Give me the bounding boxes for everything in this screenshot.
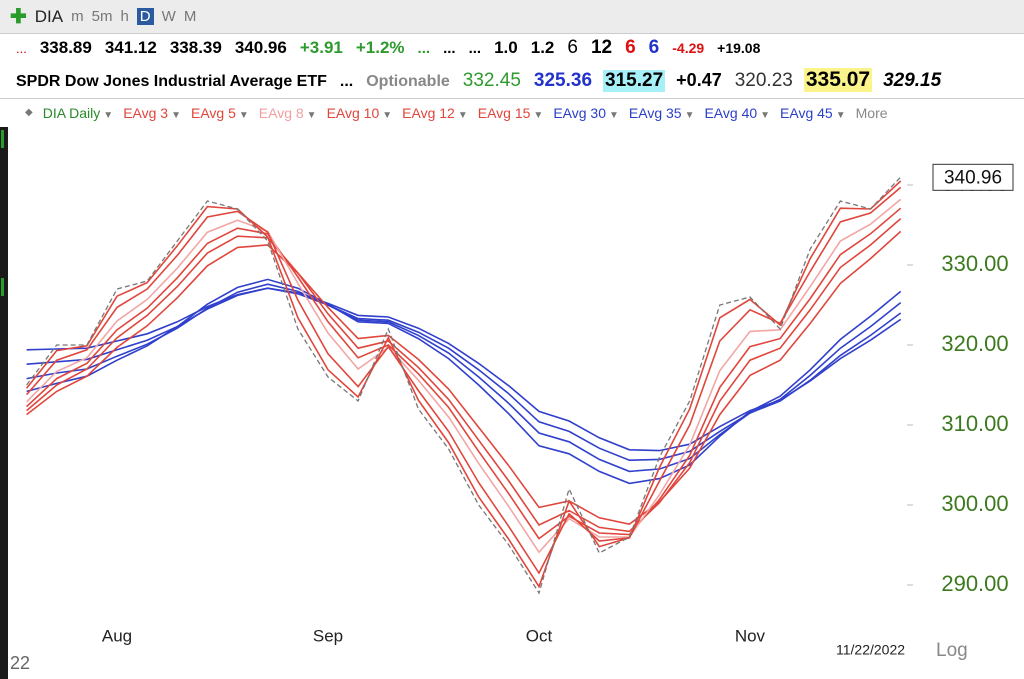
- y-tick-label: 320.00: [941, 331, 1008, 356]
- moving-average-line: [26, 198, 902, 554]
- quote-field: 338.39: [169, 38, 222, 57]
- legend-arrow[interactable]: ▼: [306, 109, 317, 121]
- legend-arrow[interactable]: ▼: [835, 109, 846, 121]
- legend-entry[interactable]: EAvg 30 ▼: [553, 104, 619, 121]
- quote-field: 338.89: [39, 38, 92, 57]
- legend-arrow[interactable]: ▼: [533, 109, 544, 121]
- add-icon[interactable]: ✚: [10, 6, 27, 28]
- legend-entry[interactable]: EAvg 35 ▼: [628, 104, 695, 121]
- moving-average-line: [26, 230, 902, 526]
- legend-arrow[interactable]: ▼: [684, 109, 695, 121]
- legend-entry[interactable]: DIA Daily ▼: [42, 104, 114, 121]
- legend-arrow[interactable]: ▼: [608, 109, 619, 121]
- quote-field: 325.36: [533, 70, 593, 91]
- strip-mark: [1, 130, 4, 148]
- last-price-box: [932, 163, 1014, 191]
- timeframe-button[interactable]: DIA: [34, 6, 64, 26]
- strip-mark: [1, 278, 4, 296]
- quote-field: 1.0: [494, 38, 518, 57]
- legend: ◆ DIA Daily ▼ EAvg 3 ▼ EAvg 5 ▼ EAvg 8 ▼ EAvg 10 ▼…: [0, 98, 1024, 126]
- y-tick-label: 290.00: [941, 571, 1008, 596]
- quote-field: +1.2%: [355, 38, 405, 57]
- price-line: [26, 176, 902, 595]
- last-price-label: 340.96: [944, 167, 1002, 188]
- corner-label: 22: [10, 653, 30, 673]
- quote-field: 320.23: [734, 70, 793, 91]
- y-tick-label: 340.00: [941, 171, 1008, 196]
- moving-average-line: [26, 207, 902, 540]
- timeframe-button[interactable]: h: [120, 8, 129, 25]
- quote-field: 6: [648, 37, 660, 58]
- moving-average-line: [26, 283, 902, 473]
- legend-handle: ◆: [25, 107, 33, 118]
- legend-entry[interactable]: EAvg 8 ▼: [258, 104, 317, 121]
- timeframe-button[interactable]: 5m: [91, 8, 113, 25]
- quote-field: ...: [339, 73, 354, 90]
- quote-field: 12: [590, 37, 613, 58]
- legend-arrow[interactable]: ▼: [382, 109, 393, 121]
- x-tick-label: Oct: [526, 626, 553, 645]
- quote-field: 329.15: [883, 70, 942, 91]
- quote-field: 335.07: [803, 68, 873, 92]
- quote-field: -4.29: [672, 40, 705, 56]
- moving-average-line: [26, 217, 902, 533]
- timeframe-button[interactable]: W: [161, 8, 176, 25]
- legend-arrow[interactable]: ▼: [103, 109, 114, 121]
- legend-arrow[interactable]: ▼: [238, 109, 249, 121]
- moving-average-line: [26, 278, 902, 485]
- x-tick-label: Sep: [313, 626, 343, 645]
- quote-field: 332.45: [462, 70, 521, 91]
- more-button[interactable]: More: [855, 104, 888, 121]
- toolbar: ✚ DIA m 5m h D W M: [0, 0, 1024, 34]
- quote-field: +19.08: [717, 40, 761, 56]
- moving-average-line: [26, 287, 902, 462]
- quote-field: +0.47: [676, 70, 722, 90]
- legend-arrow[interactable]: ▼: [171, 109, 181, 121]
- y-tick-label: 330.00: [941, 251, 1008, 276]
- timeframe-button[interactable]: D: [136, 8, 154, 25]
- quote-field: 6: [625, 37, 636, 58]
- legend-entry[interactable]: EAvg 15 ▼: [477, 104, 544, 121]
- quote-field: ...: [16, 41, 27, 56]
- moving-average-line: [26, 287, 902, 452]
- x-tick-label: Nov: [735, 626, 766, 645]
- quote-line-2: SPDR Dow Jones Industrial Average ETF...…: [14, 68, 943, 92]
- quote-line-1: ... 338.89 341.12 338.39 340.96 +3.91 +1.2%...…: [14, 37, 762, 59]
- legend-arrow[interactable]: ▼: [760, 109, 771, 121]
- quote-field: SPDR Dow Jones Industrial Average ETF: [16, 73, 327, 90]
- scale-label[interactable]: Log: [936, 640, 968, 661]
- x-tick-label: Aug: [102, 626, 132, 645]
- quote-field: 1.2: [530, 38, 555, 57]
- date-label: 11/22/2022: [836, 642, 905, 658]
- moving-average-line: [25, 186, 902, 575]
- quote-field: ...: [468, 40, 482, 57]
- quote-field: 340.96: [234, 38, 287, 57]
- legend-arrow[interactable]: ▼: [457, 109, 468, 121]
- quote-field: ...: [443, 40, 456, 57]
- timeframe-button[interactable]: m: [71, 8, 84, 25]
- plot: [25, 176, 902, 595]
- legend-entry[interactable]: EAvg 12 ▼: [402, 104, 468, 121]
- quote-field: 341.12: [104, 38, 157, 57]
- quote-field: +3.91: [299, 38, 343, 57]
- quote-field: Optionable: [366, 73, 450, 90]
- left-strip: [0, 127, 8, 679]
- quote-field: ...: [417, 40, 431, 57]
- legend-entry[interactable]: EAvg 5 ▼: [190, 104, 249, 121]
- y-tick-label: 300.00: [941, 491, 1008, 516]
- legend-entry[interactable]: EAvg 3 ▼: [123, 104, 181, 121]
- moving-average-line: [25, 180, 902, 589]
- y-tick-label: 310.00: [941, 411, 1008, 436]
- legend-entry[interactable]: EAvg 10 ▼: [326, 104, 393, 121]
- legend-entry[interactable]: EAvg 45 ▼: [780, 104, 846, 121]
- quote-field: 6: [567, 37, 578, 58]
- quote-field: 315.27: [603, 70, 666, 92]
- timeframe-button[interactable]: M: [183, 8, 197, 25]
- legend-entry[interactable]: EAvg 40 ▼: [704, 104, 771, 121]
